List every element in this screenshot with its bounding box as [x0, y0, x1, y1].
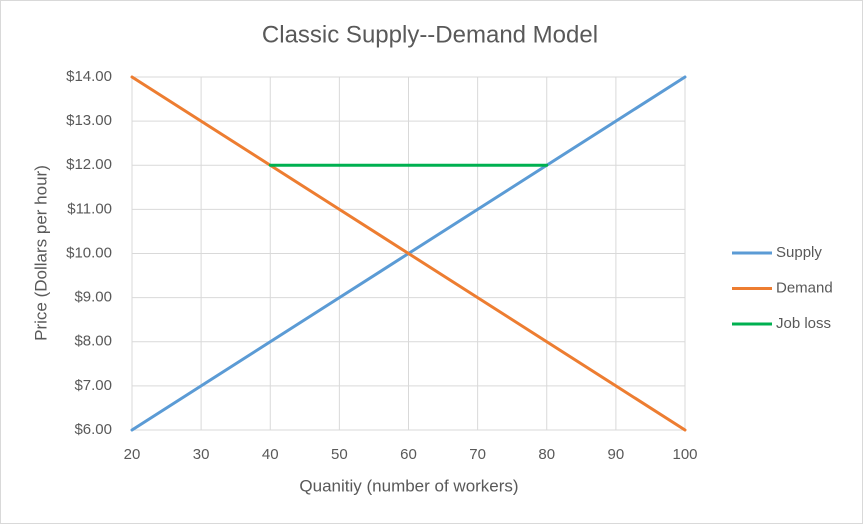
- y-tick-label: $7.00: [74, 377, 112, 394]
- legend-label: Job loss: [776, 315, 831, 332]
- y-tick-label: $14.00: [66, 68, 112, 85]
- x-axis-label: Quanitiy (number of workers): [299, 476, 518, 495]
- x-tick-label: 60: [400, 446, 417, 463]
- x-tick-label: 40: [262, 446, 279, 463]
- legend-label: Supply: [776, 244, 822, 261]
- x-tick-label: 50: [331, 446, 348, 463]
- y-tick-label: $9.00: [74, 289, 112, 306]
- y-tick-label: $11.00: [67, 200, 112, 217]
- y-tick-label: $10.00: [66, 244, 112, 261]
- x-tick-label: 80: [538, 446, 555, 463]
- x-tick-label: 70: [469, 446, 486, 463]
- x-tick-label: 20: [124, 446, 141, 463]
- legend-label: Demand: [776, 279, 833, 296]
- y-tick-label: $6.00: [74, 421, 112, 438]
- y-tick-label: $12.00: [66, 156, 112, 173]
- x-tick-label: 30: [193, 446, 210, 463]
- x-tick-label: 100: [672, 446, 697, 463]
- y-tick-label: $13.00: [66, 112, 112, 129]
- y-axis-label: Price (Dollars per hour): [31, 165, 50, 341]
- chart-title: Classic Supply--Demand Model: [262, 21, 598, 48]
- x-tick-label: 90: [608, 446, 625, 463]
- y-tick-label: $8.00: [74, 333, 112, 350]
- series-line: [130, 75, 687, 432]
